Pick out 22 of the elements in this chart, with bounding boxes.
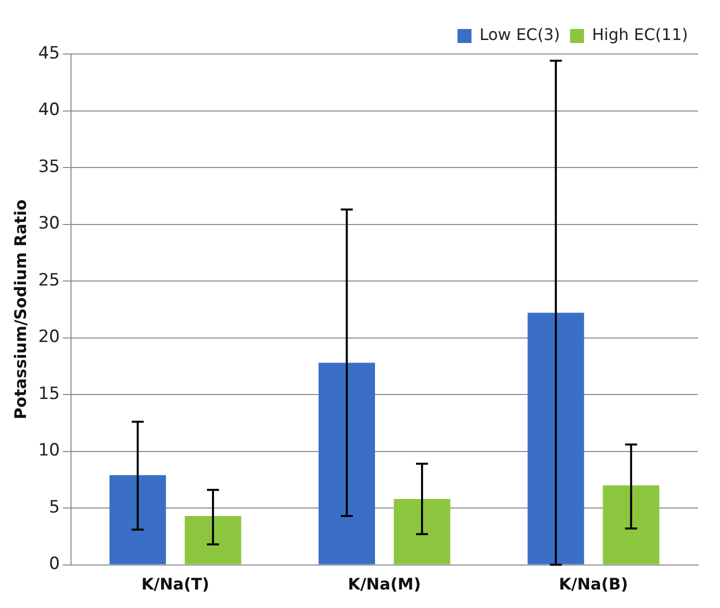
- bar: [602, 485, 660, 564]
- y-tick-label: 10: [38, 440, 60, 461]
- y-tick-label: 5: [49, 497, 60, 518]
- y-tick-label: 25: [38, 270, 60, 290]
- y-tick-label: 30: [38, 214, 60, 234]
- y-tick-label: 15: [38, 384, 60, 404]
- x-tick-label: K/Na(B): [558, 574, 628, 594]
- legend-label: Low EC(3): [479, 25, 560, 44]
- x-tick-label: K/Na(T): [141, 574, 210, 594]
- bar: [110, 475, 166, 564]
- y-tick-label: 40: [38, 100, 60, 120]
- bar: [318, 362, 376, 564]
- y-tick-label: 35: [38, 156, 60, 177]
- x-tick-label: K/Na(M): [348, 574, 421, 594]
- y-tick-label: 20: [38, 327, 60, 348]
- y-tick-label: 45: [38, 43, 60, 64]
- legend-label: High EC(11): [592, 25, 688, 44]
- bar: [394, 498, 450, 564]
- y-tick-label: 0: [49, 554, 60, 574]
- bar: [184, 516, 242, 564]
- y-axis-title: Potassium/Sodium Ratio: [10, 199, 30, 420]
- bar: [528, 312, 584, 564]
